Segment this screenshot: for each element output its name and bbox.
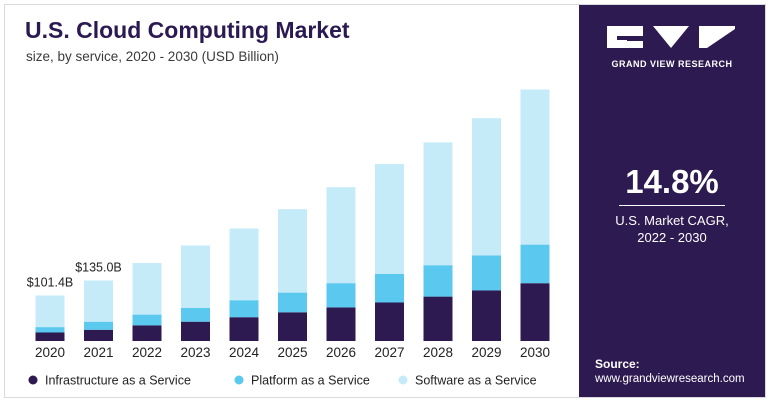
source-title: Source:: [595, 357, 640, 371]
bar-platform-as-a-service-2026: [326, 283, 356, 308]
bar-infrastructure-as-a-service-2028: [423, 296, 453, 341]
x-tick-label-2021: 2021: [83, 345, 113, 360]
bar-platform-as-a-service-2020: [35, 327, 65, 333]
legend-label-software-as-a-service: Software as a Service: [415, 374, 537, 388]
bar-infrastructure-as-a-service-2030: [520, 283, 550, 341]
legend-label-platform-as-a-service: Platform as a Service: [251, 374, 370, 388]
bar-software-as-a-service-2026: [326, 187, 356, 284]
bar-platform-as-a-service-2025: [278, 292, 307, 313]
bar-software-as-a-service-2023: [181, 245, 210, 308]
bar-software-as-a-service-2024: [229, 228, 259, 301]
x-tick-label-2029: 2029: [471, 345, 501, 360]
bar-software-as-a-service-2027: [375, 163, 404, 274]
x-tick-label-2028: 2028: [423, 345, 453, 360]
x-tick-label-2024: 2024: [229, 345, 260, 360]
bar-software-as-a-service-2030: [520, 89, 550, 245]
info-sidebar: GRAND VIEW RESEARCH 14.8% U.S. Market CA…: [579, 5, 765, 397]
source-url[interactable]: www.grandviewresearch.com: [595, 373, 745, 385]
bar-infrastructure-as-a-service-2027: [375, 302, 404, 341]
bar-infrastructure-as-a-service-2025: [278, 312, 307, 341]
data-label-2021: $135.0B: [75, 261, 122, 275]
legend-label-infrastructure-as-a-service: Infrastructure as a Service: [45, 374, 191, 388]
legend-swatch-infrastructure-as-a-service: [28, 375, 38, 385]
bar-infrastructure-as-a-service-2022: [132, 325, 162, 341]
x-tick-label-2025: 2025: [277, 345, 307, 360]
bar-platform-as-a-service-2028: [423, 265, 453, 297]
bar-platform-as-a-service-2027: [375, 273, 404, 303]
cagr-label-line2: 2022 - 2030: [637, 230, 707, 245]
bar-platform-as-a-service-2022: [132, 314, 162, 326]
cagr-divider: [619, 205, 725, 206]
bar-software-as-a-service-2025: [278, 209, 307, 293]
bar-infrastructure-as-a-service-2021: [84, 329, 113, 341]
bar-platform-as-a-service-2023: [181, 307, 210, 322]
cagr-value: 14.8%: [625, 163, 719, 200]
bar-infrastructure-as-a-service-2026: [326, 307, 356, 341]
x-tick-label-2022: 2022: [132, 345, 162, 360]
x-tick-label-2026: 2026: [326, 345, 356, 360]
bar-software-as-a-service-2028: [423, 142, 453, 266]
brand-name: GRAND VIEW RESEARCH: [611, 59, 733, 69]
bar-infrastructure-as-a-service-2024: [229, 317, 259, 341]
bar-platform-as-a-service-2030: [520, 244, 550, 284]
x-tick-label-2023: 2023: [180, 345, 210, 360]
x-tick-label-2027: 2027: [374, 345, 404, 360]
x-tick-label-2030: 2030: [520, 345, 550, 360]
bar-software-as-a-service-2020: [35, 295, 65, 328]
bar-platform-as-a-service-2029: [472, 255, 501, 291]
stacked-bar-chart: 2020 2021 2022 2023 2024 2025 2026 2027 2028 2029…: [27, 89, 550, 388]
bar-infrastructure-as-a-service-2023: [181, 321, 210, 341]
bar-infrastructure-as-a-service-2020: [35, 332, 65, 341]
bar-software-as-a-service-2022: [132, 263, 162, 315]
grand-view-research-logo-icon: [607, 26, 735, 48]
chart-subtitle: size, by service, 2020 - 2030 (USD Billi…: [26, 49, 279, 64]
chart-title: U.S. Cloud Computing Market: [25, 17, 350, 43]
bar-infrastructure-as-a-service-2029: [472, 290, 501, 341]
legend-swatch-software-as-a-service: [398, 375, 408, 385]
data-label-2020: $101.4B: [27, 276, 74, 290]
x-tick-label-2020: 2020: [35, 345, 65, 360]
cagr-label-line1: U.S. Market CAGR,: [615, 213, 729, 228]
chart-frame: U.S. Cloud Computing Market size, by ser…: [4, 4, 766, 398]
cagr-label: U.S. Market CAGR, 2022 - 2030: [579, 212, 765, 246]
bar-software-as-a-service-2021: [84, 280, 113, 322]
bar-software-as-a-service-2029: [472, 118, 501, 256]
bar-platform-as-a-service-2024: [229, 300, 259, 318]
bar-platform-as-a-service-2021: [84, 321, 113, 330]
legend-swatch-platform-as-a-service: [234, 375, 244, 385]
